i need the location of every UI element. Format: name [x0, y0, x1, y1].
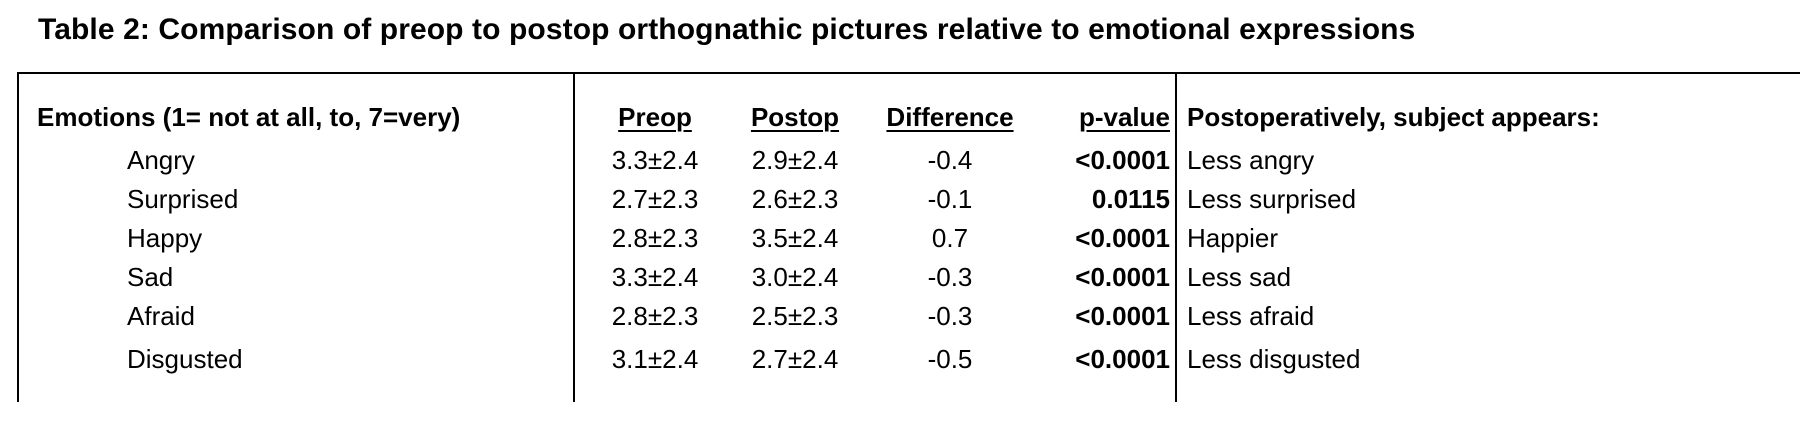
- row-postop: 2.9±2.4: [751, 145, 839, 175]
- header-emotions: Emotions (1= not at all, to, 7=very): [37, 102, 461, 132]
- row-p-value: <0.0001: [1075, 223, 1170, 253]
- row-difference: -0.5: [927, 344, 973, 374]
- row-difference: -0.1: [927, 184, 973, 214]
- row-description: Less angry: [1187, 145, 1315, 175]
- emotions-column-divider: [573, 72, 575, 402]
- row-preop: 2.8±2.3: [611, 223, 699, 253]
- row-preop: 2.7±2.3: [611, 184, 699, 214]
- row-p-value: <0.0001: [1075, 145, 1170, 175]
- table-title: Table 2: Comparison of preop to postop o…: [38, 13, 1416, 46]
- row-preop: 3.3±2.4: [611, 262, 699, 292]
- row-p-value: 0.0115: [1091, 184, 1170, 214]
- row-postop: 2.5±2.3: [751, 301, 839, 331]
- row-emotion: Afraid: [127, 301, 195, 331]
- row-emotion: Sad: [127, 262, 174, 292]
- row-p-value: <0.0001: [1075, 344, 1170, 374]
- row-description: Less surprised: [1187, 184, 1357, 214]
- row-emotion: Surprised: [127, 184, 239, 214]
- header-description: Postoperatively, subject appears:: [1187, 102, 1600, 132]
- p-value-column-divider: [1175, 72, 1177, 402]
- row-postop: 2.7±2.4: [751, 344, 839, 374]
- row-description: Less disgusted: [1187, 344, 1361, 374]
- row-difference: -0.4: [927, 145, 973, 175]
- row-preop: 3.1±2.4: [611, 344, 699, 374]
- emotions-comparison-table: Emotions (1= not at all, to, 7=very) Pre…: [17, 72, 1800, 402]
- row-description: Happier: [1187, 223, 1279, 253]
- row-emotion: Angry: [127, 145, 195, 175]
- row-emotion: Happy: [127, 223, 203, 253]
- row-postop: 3.5±2.4: [751, 223, 839, 253]
- header-preop: Preop: [618, 102, 692, 132]
- row-preop: 2.8±2.3: [611, 301, 699, 331]
- row-description: Less sad: [1187, 262, 1292, 292]
- header-difference: Difference: [886, 102, 1014, 132]
- row-description: Less afraid: [1187, 301, 1315, 331]
- header-postop: Postop: [750, 102, 840, 132]
- row-difference: -0.3: [927, 301, 973, 331]
- row-difference: -0.3: [927, 262, 973, 292]
- row-postop: 3.0±2.4: [751, 262, 839, 292]
- table-top-border: [17, 72, 1800, 74]
- row-postop: 2.6±2.3: [751, 184, 839, 214]
- row-emotion: Disgusted: [127, 344, 243, 374]
- row-difference: 0.7: [931, 223, 969, 253]
- row-p-value: <0.0001: [1075, 262, 1170, 292]
- row-p-value: <0.0001: [1075, 301, 1170, 331]
- row-preop: 3.3±2.4: [611, 145, 699, 175]
- table-left-border: [17, 72, 19, 402]
- header-p-value: p-value: [1078, 102, 1170, 132]
